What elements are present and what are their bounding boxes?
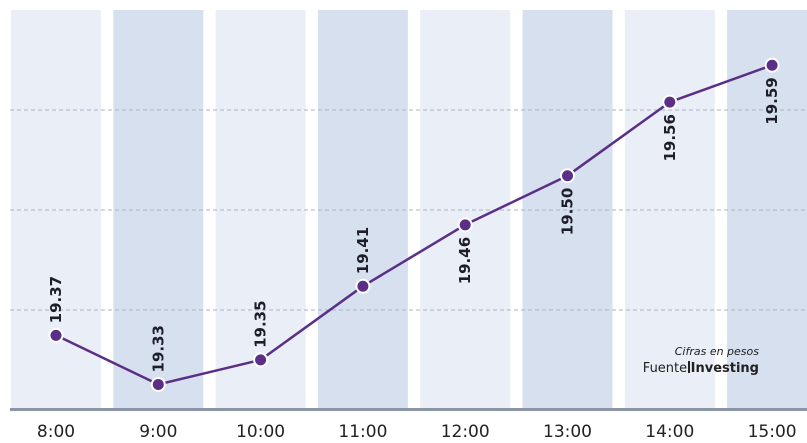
x-tick-label-6: 14:00 [645,422,694,442]
data-point-6 [662,94,678,110]
x-tick-label-5: 13:00 [543,422,592,442]
data-label-3: 19.41 [354,227,372,274]
x-tick-label-0: 8:00 [37,422,75,442]
data-point-7 [764,57,780,73]
x-tick-label-7: 15:00 [748,422,797,442]
data-label-7: 19.59 [763,77,781,124]
series-line [55,64,773,386]
x-tick-label-3: 11:00 [338,422,387,442]
data-point-2 [253,352,269,368]
data-label-6: 19.56 [661,114,679,161]
x-tick-label-4: 12:00 [441,422,490,442]
data-point-0 [48,327,64,343]
data-label-5: 19.50 [559,188,577,235]
unit-note: Cifras en pesos [674,345,759,358]
data-point-5 [560,168,575,184]
data-label-1: 19.33 [149,325,167,372]
data-label-0: 19.37 [47,276,65,323]
x-tick-label-2: 10:00 [236,422,285,442]
source-note: Fuente Investing [643,360,759,377]
data-point-1 [150,376,166,392]
chart-note: Cifras en pesos Fuente Investing [643,343,759,377]
data-point-4 [457,217,473,233]
x-tick-label-1: 9:00 [139,422,177,442]
x-axis-baseline [10,408,807,411]
data-point-3 [355,278,371,294]
source-name: Investing [690,361,759,376]
data-label-4: 19.46 [456,237,474,284]
source-prefix: Fuente [642,361,688,376]
data-label-2: 19.35 [252,300,270,347]
